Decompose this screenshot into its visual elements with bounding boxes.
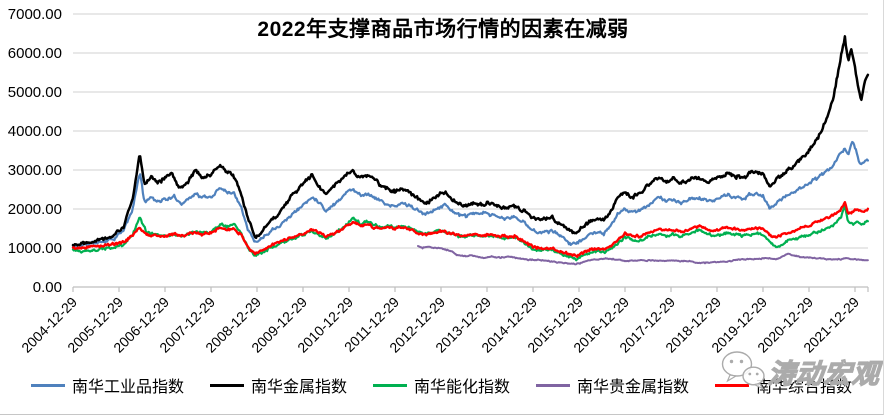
y-tick-label: 7000.00 — [8, 6, 62, 23]
legend-line-sample — [536, 383, 570, 387]
legend-item-label: 南华能化指数 — [413, 379, 510, 396]
x-axis-labels: 2004-12-292005-12-292006-12-292007-12-29… — [18, 294, 862, 356]
y-tick-label: 0.00 — [33, 279, 62, 296]
legend-item-label: 南华工业品指数 — [71, 379, 184, 396]
legend-item-label: 南华贵金属指数 — [577, 379, 690, 396]
legend-item-label: 南华综合指数 — [756, 379, 853, 396]
series-line-5 — [71, 201, 870, 258]
y-tick-label: 1000.00 — [8, 240, 62, 257]
series-lines — [71, 35, 870, 266]
chart-legend: 南华工业品指数 南华金属指数 南华能化指数 南华贵金属指数 南华综合指数 — [0, 373, 883, 397]
legend-line-sample — [715, 383, 750, 387]
series-line-1 — [71, 140, 869, 248]
legend-line-sample — [209, 383, 244, 387]
y-tick-label: 5000.00 — [8, 84, 62, 101]
series-line-4 — [417, 245, 869, 266]
y-tick-label: 4000.00 — [8, 123, 62, 140]
y-axis-labels: 0.00 1000.00 2000.00 3000.00 4000.00 5000.00 6… — [8, 6, 62, 296]
legend-item: 南华综合指数 — [715, 373, 852, 397]
chart-title: 2022年支撑商品市场行情的因素在减弱 — [257, 18, 629, 41]
y-tick-label: 6000.00 — [8, 45, 62, 62]
y-tick-label: 2000.00 — [8, 201, 62, 218]
y-tick-label: 3000.00 — [8, 162, 62, 179]
legend-item-label: 南华金属指数 — [250, 379, 347, 396]
gridlines — [73, 13, 868, 288]
legend-item: 南华金属指数 — [209, 373, 347, 397]
legend-item: 南华贵金属指数 — [536, 373, 689, 397]
legend-line-sample — [30, 383, 65, 387]
legend-item: 南华能化指数 — [372, 373, 510, 397]
series-line-2 — [71, 35, 870, 247]
legend-item: 南华工业品指数 — [30, 373, 184, 397]
x-axis-ticks — [72, 287, 869, 292]
legend-line-sample — [372, 383, 407, 387]
